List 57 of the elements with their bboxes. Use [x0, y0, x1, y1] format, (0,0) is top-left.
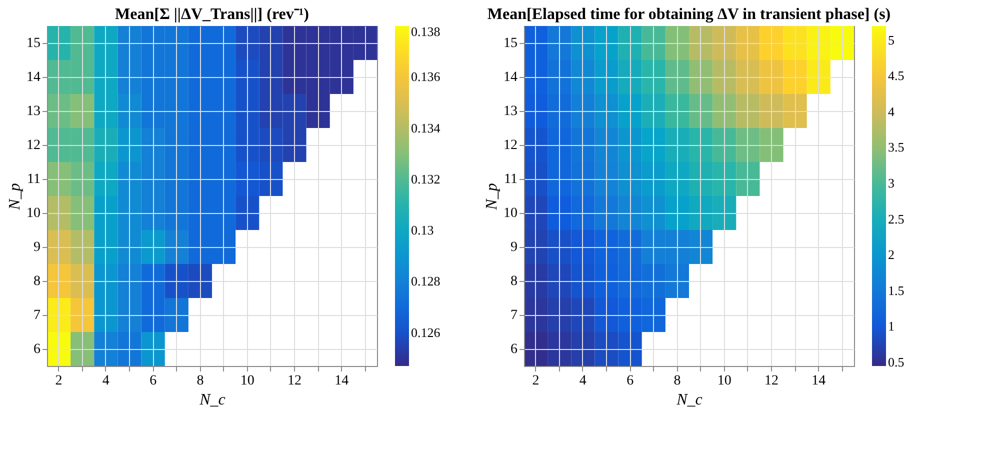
y-tick-label: 9	[510, 240, 518, 255]
color-bar-label: 2	[888, 247, 894, 262]
color-bar-label: 0.5	[888, 354, 904, 370]
x-tick-label: 8	[196, 374, 204, 388]
y-tick-label: 14	[504, 70, 518, 85]
y-tick-label: 7	[34, 308, 40, 323]
x-tick-label: 6	[626, 374, 634, 388]
y-tick-label: 13	[504, 104, 518, 119]
chart-title: Mean[Σ ||ΔV_Trans||] (rev⁻¹)	[115, 6, 309, 23]
y-tick-label: 14	[26, 70, 40, 85]
y-tick-label: 15	[26, 36, 40, 51]
x-tick-label: 2	[55, 374, 62, 388]
x-tick-label: 4	[579, 374, 586, 388]
x-tick-label: 10	[240, 374, 254, 388]
color-bar-label: 0.134	[411, 120, 441, 136]
color-bar-label: 0.126	[411, 324, 441, 340]
color-bar-label: 0.132	[411, 171, 440, 186]
color-bar-label: 5	[888, 32, 894, 48]
color-bar-label: 3.5	[888, 140, 904, 155]
y-tick-label: 12	[504, 138, 518, 153]
y-tick-label: 8	[510, 274, 518, 289]
x-tick-label: 12	[288, 374, 302, 388]
x-tick-label: 6	[150, 374, 157, 388]
y-tick-label: 11	[27, 172, 40, 187]
y-tick-label: 10	[504, 206, 518, 221]
y-axis-title: N_p	[6, 183, 24, 211]
y-tick-label: 7	[510, 308, 518, 323]
x-tick-label: 4	[102, 374, 110, 388]
x-axis-title: N_c	[198, 392, 226, 408]
y-tick-label: 11	[504, 172, 518, 187]
y-tick-label: 9	[34, 240, 40, 255]
color-bar-label: 0.136	[411, 69, 441, 84]
y-axis-title: N_p	[484, 183, 500, 211]
x-tick-label: 8	[674, 374, 681, 388]
x-tick-label: 12	[764, 374, 778, 388]
y-tick-label: 6	[34, 342, 40, 357]
x-tick-label: 14	[812, 374, 826, 388]
color-bar-label: 4	[888, 104, 895, 119]
color-bar-label: 0.138	[411, 24, 440, 39]
y-tick-label: 6	[510, 342, 518, 357]
y-tick-label: 8	[34, 274, 40, 289]
y-tick-label: 12	[26, 138, 40, 153]
chart-title: Mean[Elapsed time for obtaining ΔV in transient phase] (s)	[487, 6, 891, 23]
x-tick-label: 10	[717, 374, 732, 388]
x-tick-label: 14	[334, 374, 349, 388]
color-bar-label: 0.13	[411, 222, 434, 238]
color-bar-label: 4.5	[888, 68, 904, 84]
y-tick-label: 10	[26, 206, 40, 221]
y-tick-label: 13	[26, 104, 40, 119]
color-bar-label: 3	[888, 175, 894, 190]
color-bar-label: 1.5	[888, 282, 904, 298]
x-tick-label: 2	[532, 374, 540, 388]
y-tick-label: 15	[504, 36, 518, 51]
x-axis-title: N_c	[676, 392, 702, 408]
color-bar-label: 2.5	[888, 211, 904, 226]
color-bar-label: 1	[888, 318, 894, 334]
color-bar-label: 0.128	[411, 274, 440, 289]
